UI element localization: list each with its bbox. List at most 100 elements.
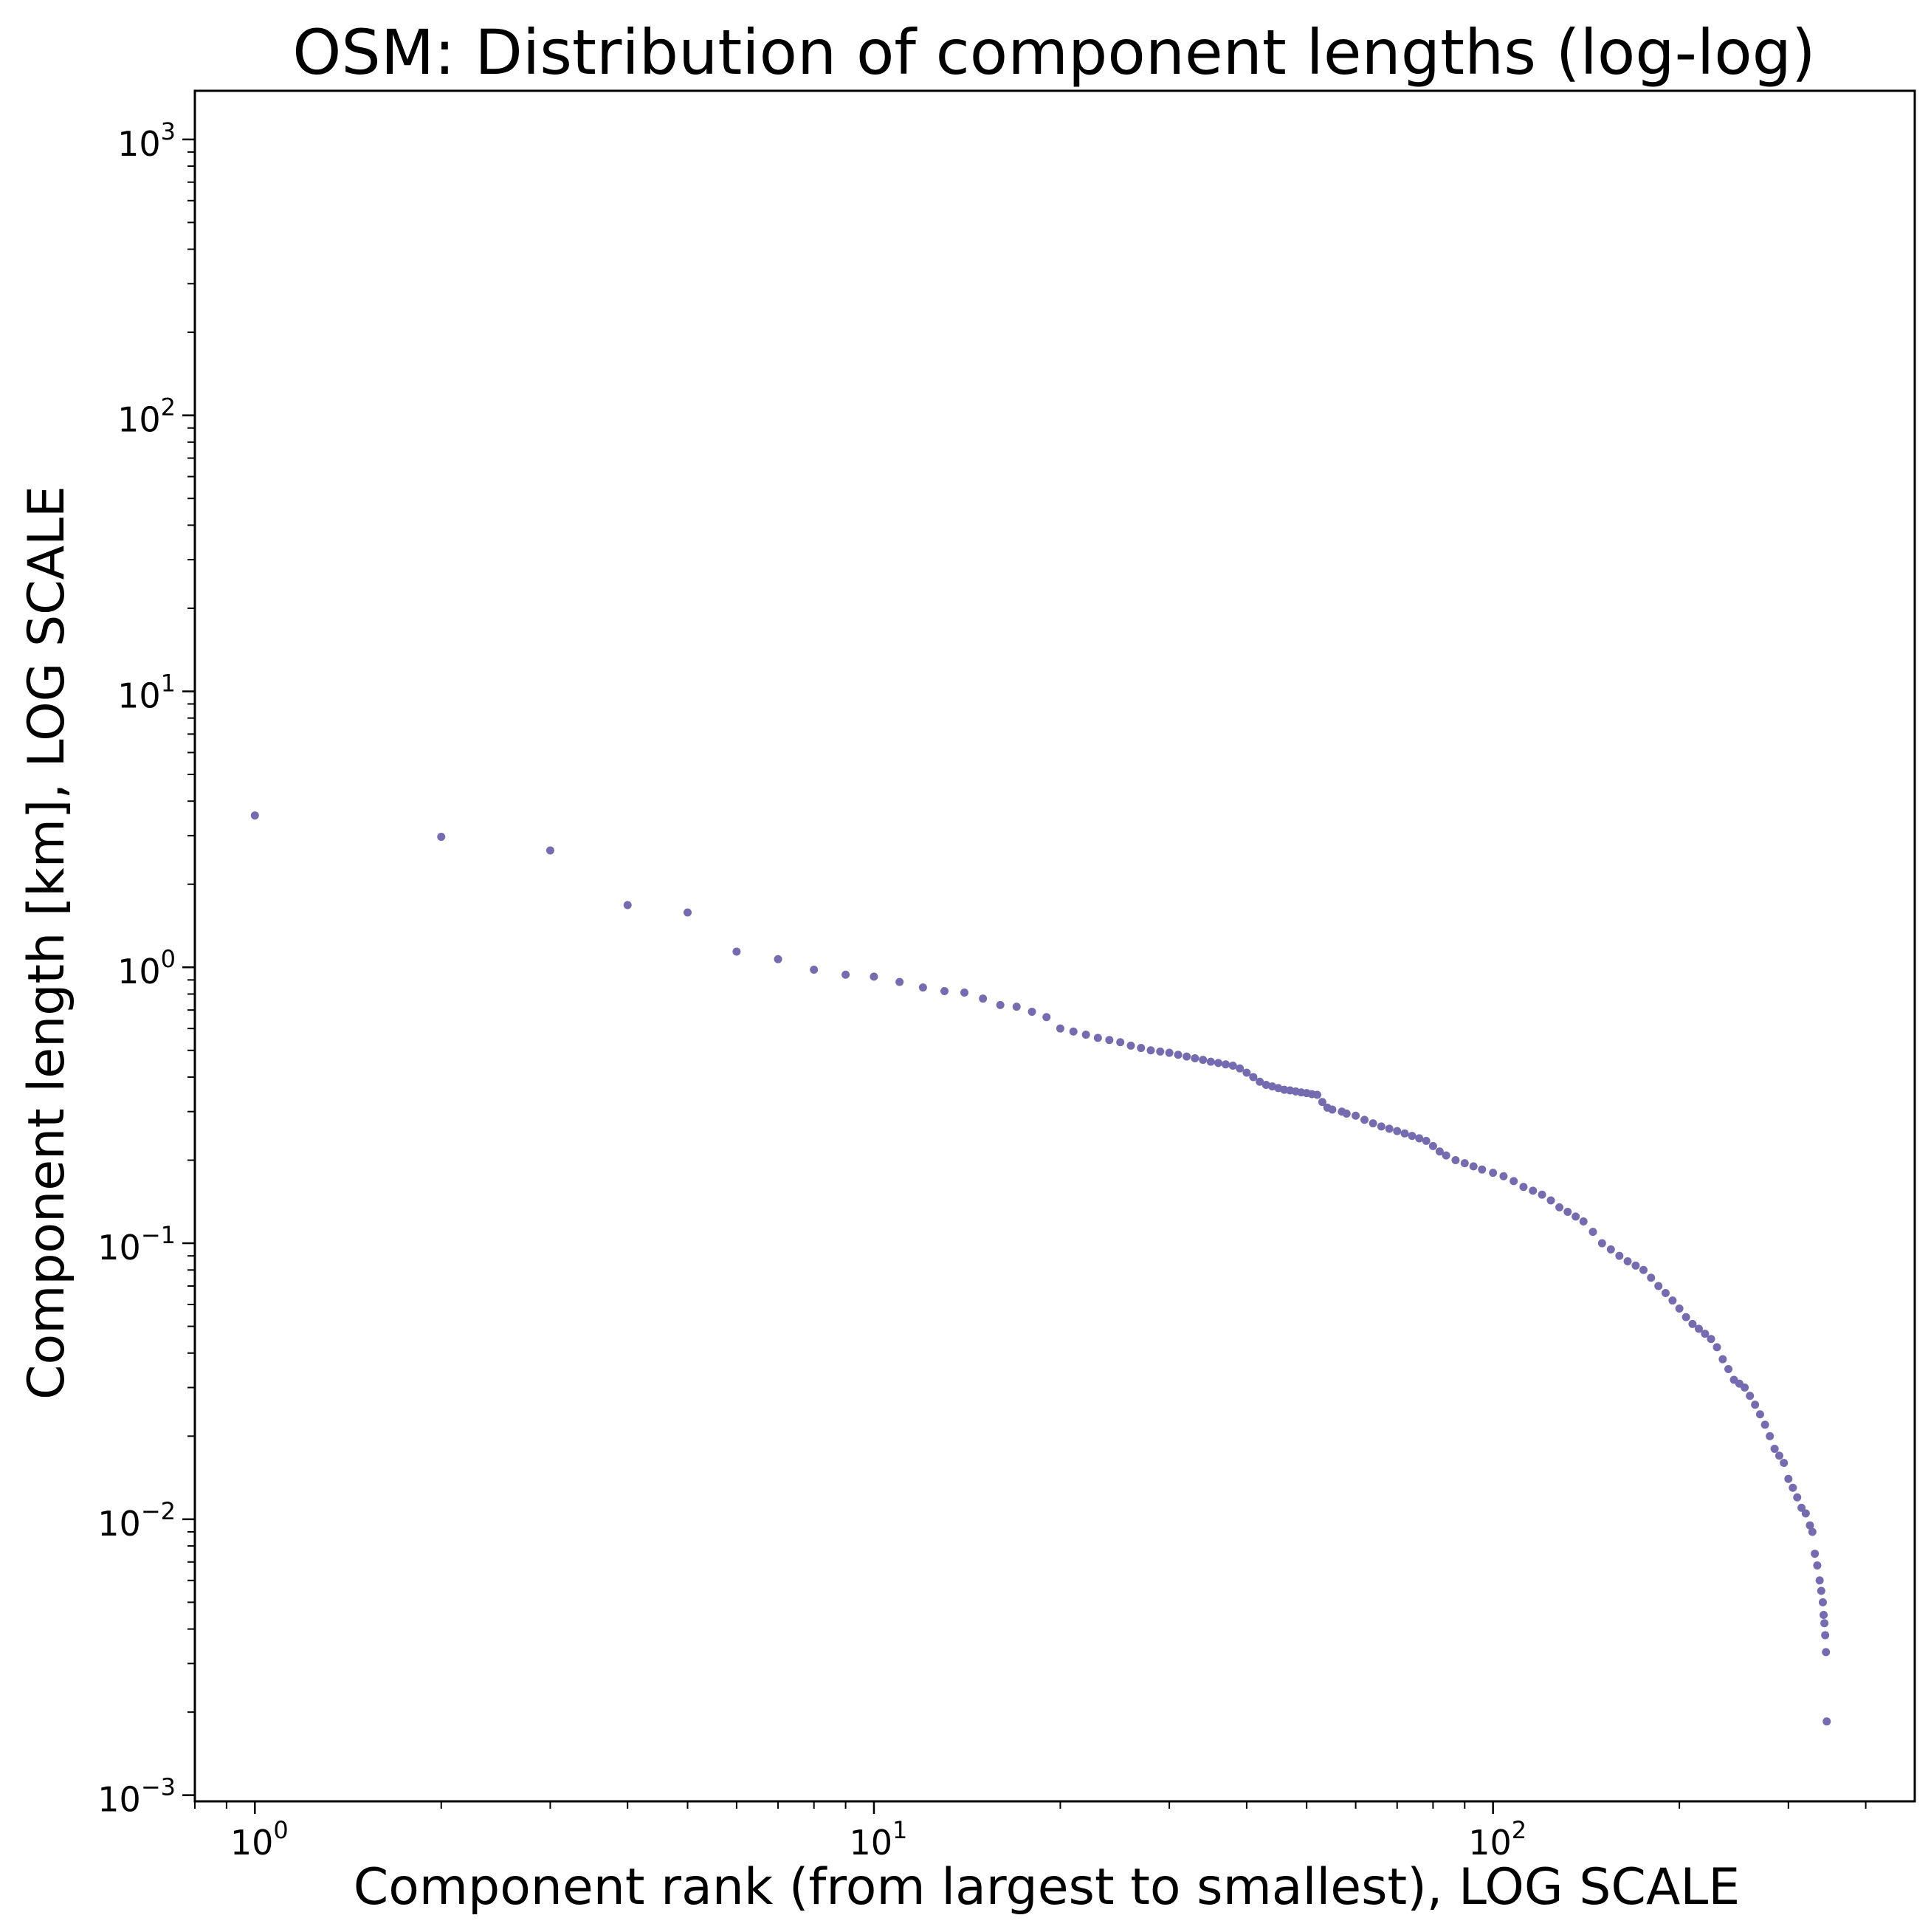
data-point-77 (1519, 1183, 1528, 1192)
data-point-7 (810, 966, 819, 974)
data-point-14 (979, 994, 988, 1003)
y-tick-2-label: 10−1 (97, 1221, 176, 1268)
data-point-86 (1597, 1239, 1606, 1248)
data-point-89 (1623, 1257, 1632, 1266)
data-point-117 (1789, 1483, 1797, 1492)
data-point-25 (1126, 1041, 1135, 1050)
data-point-0 (250, 811, 259, 820)
data-point-81 (1555, 1203, 1564, 1211)
data-point-83 (1572, 1212, 1580, 1221)
data-point-10 (895, 977, 904, 986)
data-point-130 (1821, 1631, 1830, 1640)
data-point-71 (1460, 1159, 1469, 1168)
data-point-69 (1442, 1151, 1450, 1160)
data-point-122 (1808, 1527, 1817, 1536)
data-point-38 (1236, 1064, 1245, 1073)
data-point-75 (1499, 1172, 1508, 1180)
data-point-119 (1797, 1503, 1806, 1512)
data-point-65 (1415, 1134, 1424, 1143)
data-point-80 (1546, 1196, 1555, 1205)
data-point-72 (1469, 1162, 1478, 1171)
y-tick-3-label: 100 (117, 945, 176, 991)
data-point-96 (1675, 1304, 1684, 1313)
data-point-123 (1811, 1550, 1820, 1558)
data-point-110 (1755, 1410, 1764, 1419)
data-point-108 (1746, 1392, 1755, 1400)
data-point-70 (1451, 1156, 1460, 1165)
data-point-79 (1538, 1190, 1546, 1199)
y-tick-1-label: 10−2 (97, 1497, 176, 1544)
data-point-20 (1069, 1027, 1078, 1036)
data-point-5 (732, 947, 741, 956)
y-tick-0-label: 10−3 (97, 1773, 176, 1820)
data-point-6 (774, 955, 782, 963)
data-point-18 (1042, 1013, 1051, 1022)
data-point-111 (1760, 1420, 1769, 1429)
data-point-76 (1510, 1177, 1518, 1186)
data-point-104 (1724, 1364, 1733, 1373)
data-point-93 (1654, 1282, 1663, 1290)
y-tick-6-label: 103 (117, 117, 176, 164)
data-point-125 (1815, 1576, 1824, 1585)
data-point-54 (1328, 1105, 1337, 1114)
data-point-113 (1770, 1444, 1779, 1453)
ticks-layer: 100 101 102 10−3 10−2 10−1 100 101 102 103 (97, 117, 1867, 1863)
data-point-103 (1718, 1355, 1727, 1364)
data-point-30 (1174, 1051, 1183, 1059)
data-point-40 (1249, 1073, 1258, 1082)
x-axis-label: Component rank (from largest to smallest… (354, 1858, 1741, 1916)
data-point-102 (1713, 1343, 1721, 1352)
data-point-32 (1191, 1054, 1199, 1063)
data-point-19 (1056, 1024, 1064, 1033)
data-point-56 (1342, 1109, 1351, 1118)
data-point-11 (918, 983, 927, 992)
data-point-131 (1822, 1648, 1831, 1657)
y-axis-label: Component length [km], LOG SCALE (18, 486, 76, 1400)
data-point-2 (545, 846, 554, 855)
y-tick-4-label: 101 (117, 669, 176, 715)
data-point-15 (996, 1000, 1005, 1009)
data-point-17 (1028, 1007, 1036, 1016)
data-point-129 (1820, 1619, 1829, 1628)
data-point-126 (1817, 1586, 1825, 1595)
data-point-1 (437, 833, 446, 842)
data-point-52 (1318, 1098, 1326, 1107)
data-point-41 (1256, 1077, 1264, 1086)
data-point-99 (1694, 1324, 1703, 1333)
data-point-8 (841, 970, 850, 979)
chart-title: OSM: Distribution of component lengths (… (292, 16, 1815, 89)
data-point-78 (1529, 1186, 1538, 1195)
data-point-39 (1242, 1068, 1251, 1077)
data-point-98 (1688, 1319, 1697, 1328)
plot-frame (193, 89, 1916, 1803)
data-point-92 (1647, 1273, 1656, 1282)
data-point-62 (1393, 1127, 1402, 1135)
data-point-95 (1668, 1296, 1677, 1305)
data-point-109 (1751, 1400, 1760, 1409)
data-point-26 (1137, 1044, 1146, 1053)
data-point-21 (1081, 1031, 1090, 1039)
data-point-3 (623, 901, 632, 910)
x-tick-2-label: 102 (1468, 1816, 1526, 1863)
data-point-116 (1784, 1474, 1793, 1483)
data-point-16 (1012, 1003, 1021, 1011)
data-point-13 (960, 988, 969, 997)
data-point-114 (1775, 1451, 1783, 1460)
data-point-22 (1093, 1034, 1102, 1042)
data-point-115 (1780, 1459, 1789, 1468)
data-point-12 (940, 986, 949, 995)
data-point-57 (1352, 1111, 1360, 1120)
data-point-37 (1228, 1062, 1237, 1070)
data-point-82 (1563, 1207, 1572, 1216)
data-point-31 (1183, 1052, 1191, 1061)
points-layer (250, 811, 1831, 1726)
data-point-121 (1806, 1521, 1814, 1530)
data-point-132 (1822, 1717, 1831, 1726)
data-point-66 (1422, 1136, 1431, 1145)
data-point-120 (1801, 1509, 1810, 1518)
data-point-87 (1606, 1245, 1615, 1254)
data-point-34 (1206, 1057, 1215, 1066)
data-point-124 (1813, 1561, 1822, 1570)
data-point-84 (1579, 1217, 1588, 1225)
